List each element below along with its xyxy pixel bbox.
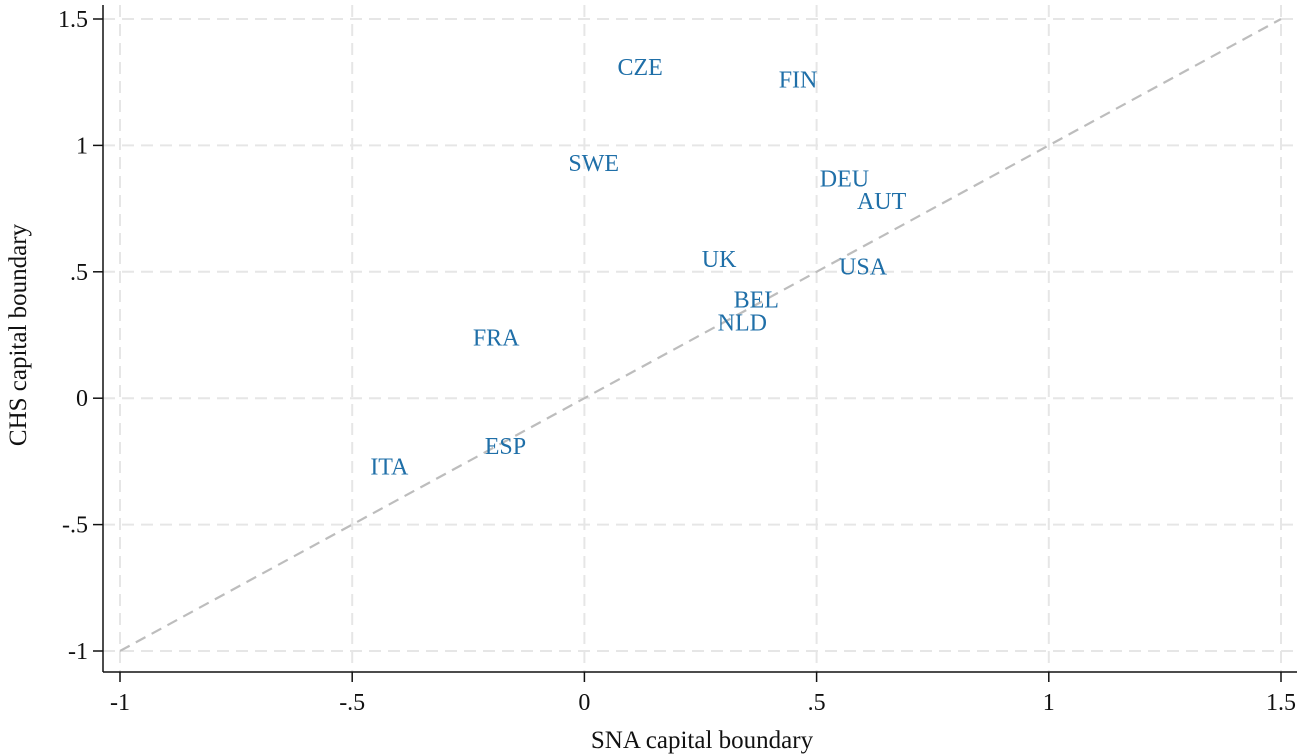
point-label: ITA	[370, 454, 409, 480]
x-tick-label: 1.5	[1266, 690, 1296, 716]
x-tick-label: -.5	[339, 690, 365, 716]
y-tick-label: .5	[70, 260, 88, 286]
x-axis-title: SNA capital boundary	[591, 727, 814, 754]
y-tick-label: 1.5	[58, 7, 88, 33]
reference-line-group	[119, 18, 1282, 652]
reference-line-45	[119, 18, 1282, 652]
point-label: DEU	[820, 166, 869, 192]
y-ticks: -1 -.5 0 .5 1 1.5	[58, 7, 103, 665]
point-label: SWE	[568, 151, 619, 177]
y-tick-label: 1	[76, 133, 88, 159]
x-tick-label: 1	[1043, 690, 1055, 716]
x-tick-label: .5	[808, 690, 826, 716]
axes	[102, 5, 1297, 673]
y-tick-label: -.5	[62, 513, 88, 539]
y-axis-title: CHS capital boundary	[5, 223, 32, 446]
point-label: NLD	[718, 310, 767, 336]
grid	[103, 5, 1297, 672]
y-tick-label: 0	[76, 386, 88, 412]
point-label: BEL	[734, 288, 779, 314]
point-label: CZE	[617, 55, 662, 81]
x-ticks: -1 -.5 0 .5 1 1.5	[110, 672, 1296, 716]
x-tick-label: 0	[578, 690, 590, 716]
point-label: FRA	[473, 326, 520, 352]
x-tick-label: -1	[110, 690, 130, 716]
y-tick-label: -1	[68, 639, 88, 665]
point-label: FIN	[779, 68, 818, 94]
point-label: UK	[702, 247, 737, 273]
point-label: AUT	[857, 189, 907, 215]
point-label: ESP	[485, 434, 526, 460]
point-label: USA	[839, 255, 888, 281]
